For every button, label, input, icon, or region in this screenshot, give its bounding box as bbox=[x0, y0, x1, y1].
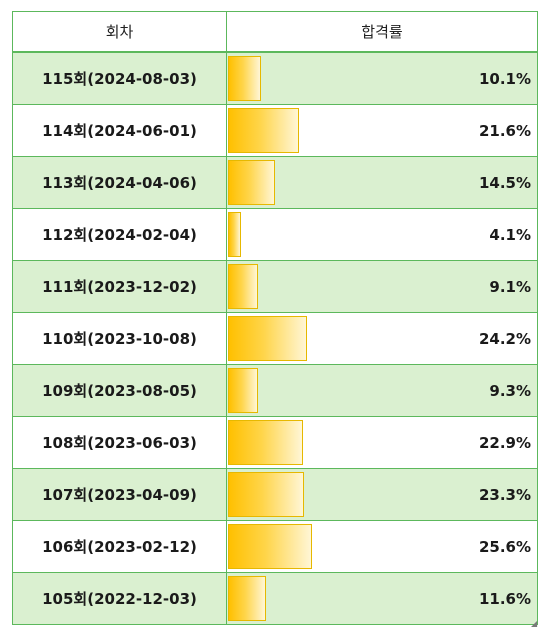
pass-rate-value: 9.3% bbox=[489, 381, 531, 400]
data-bar bbox=[228, 524, 312, 569]
table-row: 108회(2023-06-03) 22.9% bbox=[13, 417, 537, 469]
pass-rate-value: 9.1% bbox=[489, 277, 531, 296]
data-bar bbox=[228, 576, 266, 621]
round-cell[interactable]: 105회(2022-12-03) bbox=[13, 573, 227, 624]
data-bar bbox=[228, 420, 303, 465]
round-cell[interactable]: 115회(2024-08-03) bbox=[13, 53, 227, 104]
data-bar bbox=[228, 212, 241, 257]
pass-rate-value: 22.9% bbox=[478, 433, 531, 452]
data-bar bbox=[228, 160, 275, 205]
table-row: 111회(2023-12-02) 9.1% bbox=[13, 261, 537, 313]
pass-rate-cell[interactable]: 21.6% bbox=[227, 105, 537, 156]
round-cell[interactable]: 108회(2023-06-03) bbox=[13, 417, 227, 468]
pass-rate-value: 11.6% bbox=[478, 589, 531, 608]
round-cell[interactable]: 107회(2023-04-09) bbox=[13, 469, 227, 520]
pass-rate-table: 회차 합격률 115회(2024-08-03) 10.1% 114회(2024-06… bbox=[12, 11, 538, 625]
pass-rate-cell[interactable]: 24.2% bbox=[227, 313, 537, 364]
table-body: 115회(2024-08-03) 10.1% 114회(2024-06-01) 21.… bbox=[13, 53, 537, 625]
data-bar bbox=[228, 316, 307, 361]
pass-rate-cell[interactable]: 25.6% bbox=[227, 521, 537, 572]
table-row: 113회(2024-04-06) 14.5% bbox=[13, 157, 537, 209]
round-cell[interactable]: 113회(2024-04-06) bbox=[13, 157, 227, 208]
pass-rate-cell[interactable]: 4.1% bbox=[227, 209, 537, 260]
round-cell[interactable]: 111회(2023-12-02) bbox=[13, 261, 227, 312]
pass-rate-cell[interactable]: 11.6% bbox=[227, 573, 537, 624]
table-row: 115회(2024-08-03) 10.1% bbox=[13, 53, 537, 105]
data-bar bbox=[228, 472, 304, 517]
pass-rate-cell[interactable]: 9.1% bbox=[227, 261, 537, 312]
round-cell[interactable]: 110회(2023-10-08) bbox=[13, 313, 227, 364]
pass-rate-value: 24.2% bbox=[478, 329, 531, 348]
pass-rate-cell[interactable]: 9.3% bbox=[227, 365, 537, 416]
table-row: 112회(2024-02-04) 4.1% bbox=[13, 209, 537, 261]
table-row: 106회(2023-02-12) 25.6% bbox=[13, 521, 537, 573]
table-row: 105회(2022-12-03) 11.6% bbox=[13, 573, 537, 625]
pass-rate-value: 14.5% bbox=[478, 173, 531, 192]
table-row: 114회(2024-06-01) 21.6% bbox=[13, 105, 537, 157]
data-bar bbox=[228, 368, 258, 413]
round-cell[interactable]: 109회(2023-08-05) bbox=[13, 365, 227, 416]
table-row: 107회(2023-04-09) 23.3% bbox=[13, 469, 537, 521]
pass-rate-value: 23.3% bbox=[478, 485, 531, 504]
pass-rate-cell[interactable]: 22.9% bbox=[227, 417, 537, 468]
pass-rate-value: 4.1% bbox=[489, 225, 531, 244]
table-row: 109회(2023-08-05) 9.3% bbox=[13, 365, 537, 417]
round-cell[interactable]: 112회(2024-02-04) bbox=[13, 209, 227, 260]
round-cell[interactable]: 106회(2023-02-12) bbox=[13, 521, 227, 572]
pass-rate-cell[interactable]: 14.5% bbox=[227, 157, 537, 208]
resize-handle-icon[interactable]: ◢ bbox=[531, 619, 538, 628]
table-row: 110회(2023-10-08) 24.2% bbox=[13, 313, 537, 365]
pass-rate-value: 25.6% bbox=[478, 537, 531, 556]
data-bar bbox=[228, 56, 261, 101]
data-bar bbox=[228, 108, 299, 153]
pass-rate-cell[interactable]: 23.3% bbox=[227, 469, 537, 520]
pass-rate-value: 21.6% bbox=[478, 121, 531, 140]
header-pass-rate[interactable]: 합격률 bbox=[227, 12, 537, 51]
pass-rate-cell[interactable]: 10.1% bbox=[227, 53, 537, 104]
pass-rate-value: 10.1% bbox=[478, 69, 531, 88]
table-header-row: 회차 합격률 bbox=[13, 12, 537, 53]
header-round[interactable]: 회차 bbox=[13, 12, 227, 51]
data-bar bbox=[228, 264, 258, 309]
round-cell[interactable]: 114회(2024-06-01) bbox=[13, 105, 227, 156]
